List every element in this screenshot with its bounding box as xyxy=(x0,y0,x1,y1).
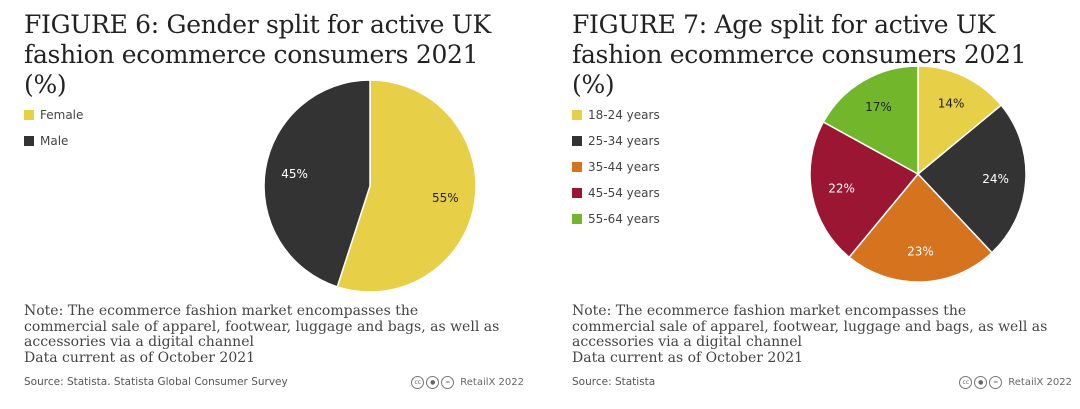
pie-slice-35-44-years xyxy=(848,172,993,283)
legend-swatch-female xyxy=(24,110,34,120)
figure-6-legend: Female Male xyxy=(24,102,83,154)
legend-swatch-45-54 xyxy=(572,188,582,198)
figure-6-note: Note: The ecommerce fashion market encom… xyxy=(24,303,534,366)
by-icon: ● xyxy=(974,376,988,389)
cc-icon: cc xyxy=(959,376,973,389)
slice-label-45-54-years: 22% xyxy=(828,182,855,196)
slice-label-male: 45% xyxy=(281,167,308,181)
legend-item-35-44: 35-44 years xyxy=(572,154,660,180)
legend-item-18-24: 18-24 years xyxy=(572,102,660,128)
figure-6-pie-chart: 55% 45% xyxy=(263,79,477,293)
legend-swatch-25-34 xyxy=(572,136,582,146)
note-line: accessories via a digital channel xyxy=(24,334,254,350)
figure-7-source: Source: Statista xyxy=(572,376,656,388)
figure-7-legend: 18-24 years 25-34 years 35-44 years 45-5… xyxy=(572,102,660,232)
nd-icon: = xyxy=(441,376,455,389)
slice-label-25-34-years: 24% xyxy=(982,172,1009,186)
legend-item-55-64: 55-64 years xyxy=(572,206,660,232)
pie-slice-45-54-years xyxy=(809,120,920,259)
note-line: Data current as of October 2021 xyxy=(24,349,256,366)
cc-icon: cc xyxy=(411,376,425,389)
figure-7-title: FIGURE 7: Age split for active UK fashio… xyxy=(572,10,1027,99)
pie-slice-male xyxy=(263,79,371,288)
figure-6-credit: cc ● = RetailX 2022 xyxy=(411,376,524,389)
pie-slice-55-64-years xyxy=(822,65,919,176)
note-line: Note: The ecommerce fashion market encom… xyxy=(572,303,967,319)
legend-label-18-24: 18-24 years xyxy=(588,108,660,122)
retailx-credit: RetailX 2022 xyxy=(460,377,524,388)
legend-item-45-54: 45-54 years xyxy=(572,180,660,206)
slice-label-35-44-years: 23% xyxy=(907,245,934,259)
legend-label-45-54: 45-54 years xyxy=(588,186,660,200)
legend-label-55-64: 55-64 years xyxy=(588,212,660,226)
figure-6-source: Source: Statista. Statista Global Consum… xyxy=(24,376,288,388)
note-line: Data current as of October 2021 xyxy=(572,349,804,366)
legend-label-25-34: 25-34 years xyxy=(588,134,660,148)
note-line: Note: The ecommerce fashion market encom… xyxy=(24,303,419,319)
legend-label-female: Female xyxy=(40,108,84,122)
retailx-credit: RetailX 2022 xyxy=(1008,377,1072,388)
legend-swatch-55-64 xyxy=(572,214,582,224)
pie-slice-25-34-years xyxy=(916,104,1027,254)
slice-label-55-64-years: 17% xyxy=(865,100,892,114)
legend-label-35-44: 35-44 years xyxy=(588,160,660,174)
slice-label-18-24-years: 14% xyxy=(938,97,965,111)
legend-swatch-male xyxy=(24,136,34,146)
legend-swatch-35-44 xyxy=(572,162,582,172)
figure-7-panel: FIGURE 7: Age split for active UK fashio… xyxy=(548,0,1080,409)
legend-swatch-18-24 xyxy=(572,110,582,120)
figure-7-credit: cc ● = RetailX 2022 xyxy=(959,376,1072,389)
figure-7-pie-chart: 14% 24% 23% 22% 17% xyxy=(809,65,1027,283)
figure-6-panel: FIGURE 6: Gender split for active UK fas… xyxy=(24,10,534,389)
legend-item-female: Female xyxy=(24,102,83,128)
legend-item-25-34: 25-34 years xyxy=(572,128,660,154)
note-line: accessories via a digital channel xyxy=(572,334,802,350)
slice-label-female: 55% xyxy=(432,191,459,205)
legend-item-male: Male xyxy=(24,128,83,154)
pie-slice-female xyxy=(336,79,477,293)
note-line: commercial sale of apparel, footwear, lu… xyxy=(24,318,500,335)
figure-7-note: Note: The ecommerce fashion market encom… xyxy=(572,303,1080,366)
nd-icon: = xyxy=(989,376,1003,389)
by-icon: ● xyxy=(426,376,440,389)
pie-slice-18-24-years xyxy=(917,65,1003,176)
figure-6-title: FIGURE 6: Gender split for active UK fas… xyxy=(24,10,491,99)
legend-label-male: Male xyxy=(40,134,69,148)
note-line: commercial sale of apparel, footwear, lu… xyxy=(572,318,1048,335)
